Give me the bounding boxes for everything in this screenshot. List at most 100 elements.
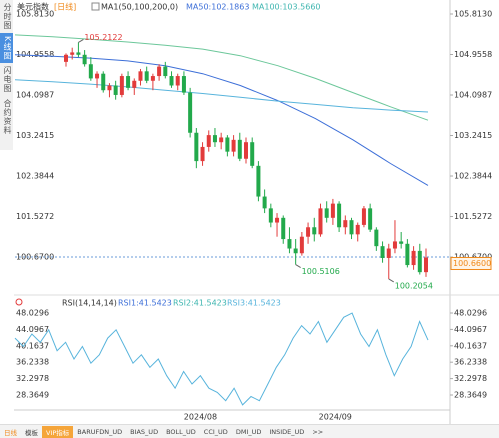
candle-body: [150, 76, 155, 81]
period[interactable]: [日线]: [54, 2, 76, 12]
annotation-label: 100.2054: [395, 281, 433, 290]
side-tab[interactable]: 闪电图: [3, 66, 12, 94]
candle-body: [318, 208, 323, 235]
y-tick-label-right: 102.3844: [454, 172, 492, 181]
ma50-value: MA50:102.1863: [186, 3, 249, 12]
candle-body: [95, 73, 100, 79]
y-tick-label-right: 32.2978: [454, 374, 487, 383]
toolbar-tab[interactable]: BIAS_UD: [130, 427, 159, 436]
ma-line: [14, 79, 429, 113]
candle-body: [349, 220, 354, 235]
candle-body: [405, 243, 410, 266]
ma-line: [14, 54, 429, 186]
candle-body: [157, 66, 162, 77]
candle-body: [206, 135, 211, 147]
y-tick-label: 40.1637: [16, 341, 49, 350]
y-tick-label: 32.2978: [16, 374, 49, 383]
candle-body: [287, 239, 292, 249]
candle-body: [70, 52, 75, 55]
candle-body: [275, 217, 280, 223]
y-tick-label: 101.5272: [16, 212, 54, 221]
candle-body: [225, 137, 230, 152]
candle-body: [82, 54, 87, 65]
candle-body: [144, 71, 149, 81]
candle-body: [237, 139, 242, 159]
candle-body: [411, 250, 416, 266]
y-tick-label: 36.2338: [16, 358, 49, 367]
toolbar-tab[interactable]: 模板: [25, 428, 38, 437]
candle-body: [132, 80, 137, 88]
candle-body: [256, 165, 261, 197]
candle-body: [386, 248, 391, 258]
y-tick-label: 102.3844: [16, 172, 54, 181]
candle-body: [299, 236, 304, 254]
candle-body: [76, 52, 81, 55]
y-tick-label-right: 103.2415: [454, 131, 492, 140]
annotation-pointer: [388, 278, 395, 283]
candle-body: [107, 85, 112, 91]
indicator-title: RSI(14,14,14): [62, 299, 117, 308]
candle-body: [399, 241, 404, 244]
candle-body: [380, 246, 385, 258]
y-tick-label: 104.0987: [16, 91, 54, 100]
toolbar-tab[interactable]: 日线: [4, 428, 17, 437]
settings-icon[interactable]: [15, 298, 23, 306]
toolbar-tab[interactable]: BARUFDN_UD: [77, 427, 123, 436]
indicator-icon[interactable]: [91, 2, 100, 11]
candle-body: [250, 142, 255, 166]
candle-body: [219, 137, 224, 143]
candle-body: [181, 76, 186, 93]
candle-body: [293, 248, 298, 254]
toolbar-tab[interactable]: >>: [312, 427, 324, 436]
candle-body: [337, 203, 342, 228]
y-tick-label: 48.0296: [16, 309, 49, 318]
legend-entry: RSI2:41.5423: [173, 299, 227, 308]
candle-body: [163, 66, 168, 77]
candle-body: [368, 208, 373, 230]
side-tab[interactable]: K线图: [0, 33, 13, 64]
annotation-pointer: [78, 38, 84, 43]
candle-body: [212, 135, 217, 143]
candle-body: [343, 220, 348, 228]
indicator: MA1(50,100,200,0): [101, 3, 178, 12]
ma-line: [14, 34, 429, 121]
toolbar: 日线 模板 VIP指标 BARUFDN_UD BIAS_UD BOLL_UD CCI_UD D…: [0, 424, 499, 438]
y-tick-label: 28.3649: [16, 391, 49, 400]
toolbar-tab[interactable]: CCI_UD: [203, 427, 228, 436]
candle-body: [169, 76, 174, 86]
side-tab[interactable]: 合约资料: [3, 99, 12, 136]
y-tick-label-right: 36.2338: [454, 358, 487, 367]
last-price-box: [450, 257, 492, 271]
toolbar-tab[interactable]: VIP指标: [42, 425, 74, 438]
candle-body: [268, 208, 273, 223]
candle-body: [281, 217, 286, 240]
candle-body: [231, 139, 236, 152]
candle-body: [88, 64, 93, 79]
y-tick-label-right: 48.0296: [454, 309, 487, 318]
y-tick-label-right: 40.1637: [454, 341, 487, 350]
candle-body: [324, 208, 329, 218]
y-tick-label-right: 104.9558: [454, 50, 492, 59]
y-tick-label-right: 28.3649: [454, 391, 487, 400]
candle-body: [188, 92, 193, 133]
x-tick-label: 2024/09: [319, 413, 352, 422]
candle-body: [424, 257, 428, 273]
annotation-label: 105.2122: [84, 33, 122, 42]
legend-entry: RSI3:41.5423: [227, 299, 281, 308]
y-tick-label: 103.2415: [16, 131, 54, 140]
y-tick-label-right: 105.8130: [454, 10, 492, 19]
candle-body: [374, 229, 379, 247]
y-tick-label-right: 101.5272: [454, 212, 492, 221]
sidebar: 分时图 K线图闪电图合约资料: [0, 0, 13, 150]
toolbar-tab[interactable]: DMI_UD: [235, 427, 262, 436]
toolbar-tab[interactable]: BOLL_UD: [166, 427, 196, 436]
candle-body: [361, 208, 366, 225]
candle-body: [244, 142, 248, 159]
candle-body: [417, 250, 422, 273]
candle-body: [194, 132, 199, 162]
rsi-line: [14, 312, 429, 406]
toolbar-tab[interactable]: INSIDE_UD: [269, 427, 305, 436]
candle-body: [64, 54, 68, 62]
side-tab[interactable]: 分时图: [3, 3, 12, 30]
